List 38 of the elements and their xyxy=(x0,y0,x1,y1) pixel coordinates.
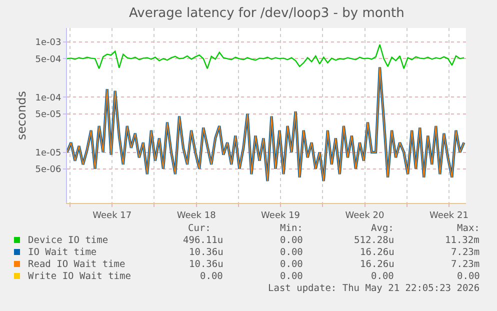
y-tick-label: 5e-05 xyxy=(35,110,62,120)
chart-title: Average latency for /dev/loop3 - by month xyxy=(129,6,404,21)
legend-label: Read IO Wait time xyxy=(28,259,126,270)
x-tick-label: Week 17 xyxy=(92,210,132,221)
text: 512.28u xyxy=(354,235,394,246)
text: 0.00 xyxy=(280,235,304,246)
legend-label: IO Wait time xyxy=(28,247,97,258)
text: 10.36u xyxy=(189,259,224,270)
text: Min: xyxy=(280,223,303,234)
y-tick-label: 5e-04 xyxy=(35,54,62,65)
x-tick-label: Week 18 xyxy=(176,210,216,221)
text: 16.26u xyxy=(360,259,394,270)
text: 16.26u xyxy=(360,247,394,258)
text: 7.23m xyxy=(451,259,480,270)
text: 0.00 xyxy=(280,259,304,270)
y-tick-label: 1e-03 xyxy=(35,38,62,48)
y-tick-label: 1e-04 xyxy=(35,93,62,104)
text: 7.23m xyxy=(451,247,480,258)
text: 0.00 xyxy=(280,271,304,282)
y-tick-label: 1e-05 xyxy=(35,148,62,158)
x-tick-label: Week 21 xyxy=(429,210,468,221)
x-tick-label: Week 19 xyxy=(261,210,300,221)
legend-label: Device IO time xyxy=(28,235,108,246)
text: Last update: Thu May 21 22:05:23 2026 xyxy=(268,283,480,294)
text: Max: xyxy=(457,223,480,234)
text: Avg: xyxy=(371,223,394,234)
text: 0.00 xyxy=(200,271,224,282)
text: 496.11u xyxy=(183,235,224,246)
y-tick-label: 5e-06 xyxy=(35,165,62,175)
text: 11.32m xyxy=(445,235,480,246)
text: 10.36u xyxy=(189,247,224,258)
text: 0.00 xyxy=(457,271,480,282)
y-axis-title: seconds xyxy=(14,90,29,140)
legend-label: Write IO Wait time xyxy=(28,271,132,282)
text: 0.00 xyxy=(371,271,394,282)
x-tick-label: Week 20 xyxy=(345,210,384,221)
text: Cur: xyxy=(188,223,211,234)
text: 0.00 xyxy=(280,247,304,258)
